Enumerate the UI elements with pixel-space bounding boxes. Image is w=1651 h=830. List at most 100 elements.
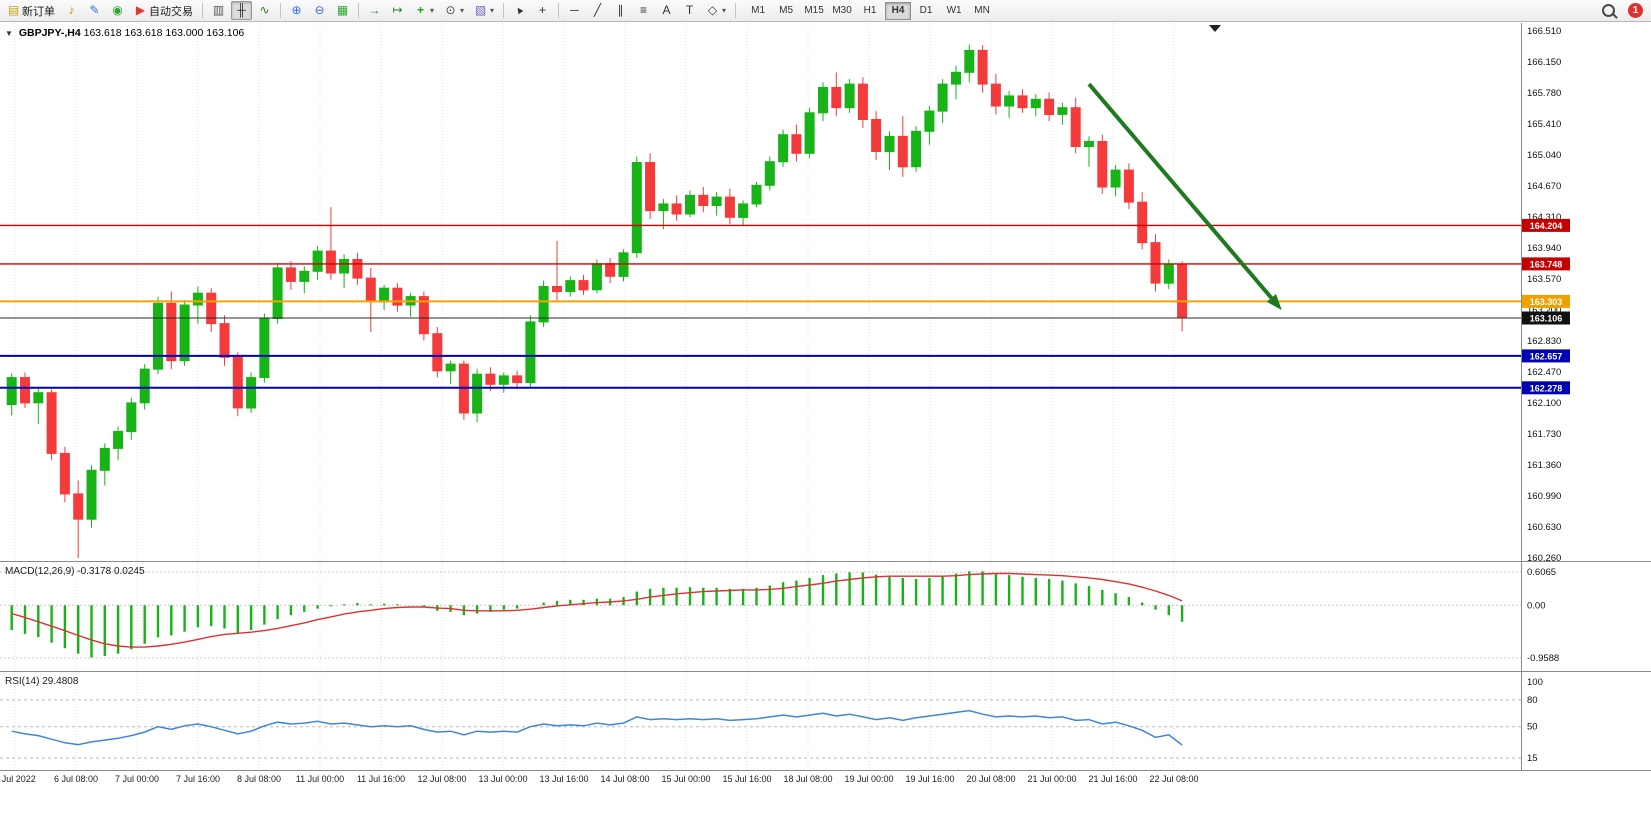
grid-button[interactable]: ▦	[332, 1, 353, 20]
zoom-in-button[interactable]: ⊕	[286, 1, 307, 20]
svg-text:-0.9588: -0.9588	[1527, 653, 1559, 664]
trend-arrow[interactable]	[1087, 82, 1282, 311]
text-label-button[interactable]: T	[679, 1, 700, 20]
svg-text:6 Jul 08:00: 6 Jul 08:00	[54, 774, 98, 784]
new-order-button[interactable]: ▤ 新订单	[3, 1, 59, 20]
timeframe-button-mn[interactable]: MN	[969, 2, 995, 20]
svg-text:165.410: 165.410	[1527, 119, 1561, 130]
svg-text:162.100: 162.100	[1527, 398, 1561, 409]
price-axis[interactable]: 166.510 166.150 165.780 165.410 165.040 164.6…	[1527, 26, 1561, 564]
svg-text:163.106: 163.106	[1530, 314, 1563, 324]
toolbar-separator	[280, 3, 281, 18]
candles	[6, 44, 1188, 558]
rsi-pane: 100 80 50 15	[0, 677, 1543, 764]
autotrading-label: 自动交易	[149, 5, 193, 18]
timeframe-button-m30[interactable]: M30	[829, 2, 855, 20]
svg-text:100: 100	[1527, 677, 1543, 688]
trendline-button[interactable]: ╱	[587, 1, 608, 20]
sound-icon: ♪	[68, 3, 75, 17]
line-chart-button[interactable]: ∿	[254, 1, 275, 20]
svg-text:164.310: 164.310	[1527, 212, 1561, 223]
templates-button[interactable]: ▧ ▾	[470, 1, 498, 20]
shapes-icon: ◇	[707, 3, 718, 17]
toolbar-separator	[202, 3, 203, 18]
svg-text:165.780: 165.780	[1527, 88, 1561, 99]
new-order-label: 新订单	[22, 5, 55, 18]
timeframe-button-h1[interactable]: H1	[857, 2, 883, 20]
chevron-down-icon: ▾	[722, 6, 727, 15]
timeframe-button-m15[interactable]: M15	[801, 2, 827, 20]
svg-text:18 Jul 08:00: 18 Jul 08:00	[783, 774, 832, 784]
chart-shift-icon: ↦	[392, 3, 403, 17]
trendline-icon: ╱	[593, 3, 602, 17]
svg-text:11 Jul 16:00: 11 Jul 16:00	[357, 774, 405, 784]
svg-text:160.990: 160.990	[1527, 491, 1561, 502]
text-icon: A	[662, 3, 671, 17]
timeframe-button-d1[interactable]: D1	[913, 2, 939, 20]
svg-text:161.730: 161.730	[1527, 429, 1561, 440]
svg-text:160.630: 160.630	[1527, 522, 1561, 533]
auto-scroll-icon: →	[368, 3, 381, 17]
chevron-down-icon: ▾	[460, 6, 465, 15]
crosshair-icon: +	[539, 3, 547, 17]
svg-text:166.150: 166.150	[1527, 57, 1561, 68]
sound-button[interactable]: ♪	[61, 1, 82, 20]
horizontal-line-button[interactable]: ─	[564, 1, 585, 20]
notification-badge[interactable]: 1	[1628, 3, 1643, 18]
zoom-out-icon: ⊖	[314, 3, 325, 17]
toolbar-right: 1	[1597, 1, 1649, 20]
fibonacci-icon: ≡	[640, 3, 648, 17]
clock-icon: ⊙	[445, 3, 456, 17]
pane-borders	[0, 23, 1651, 771]
autotrading-button[interactable]: ▶ 自动交易	[130, 1, 197, 20]
fibonacci-button[interactable]: ≡	[633, 1, 654, 20]
indicators-button[interactable]: + ▾	[410, 1, 438, 20]
cursor-icon: ▲	[512, 3, 527, 18]
svg-text:163.200: 163.200	[1527, 305, 1561, 316]
templates-icon: ▧	[474, 3, 487, 17]
svg-text:163.303: 163.303	[1530, 297, 1563, 307]
auto-scroll-button[interactable]: →	[364, 1, 385, 20]
crosshair-button[interactable]: +	[532, 1, 553, 20]
shapes-button[interactable]: ◇ ▾	[702, 1, 730, 20]
text-button[interactable]: A	[656, 1, 677, 20]
community-button[interactable]: ◉	[107, 1, 128, 20]
svg-text:7 Jul 16:00: 7 Jul 16:00	[176, 774, 220, 784]
bar-chart-button[interactable]: ▥	[208, 1, 229, 20]
channel-button[interactable]: ∥	[610, 1, 631, 20]
svg-text:161.360: 161.360	[1527, 460, 1561, 471]
svg-text:163.748: 163.748	[1530, 259, 1563, 269]
timeframe-button-h4[interactable]: H4	[885, 1, 912, 20]
chevron-down-icon: ▾	[430, 6, 435, 15]
zoom-out-button[interactable]: ⊖	[309, 1, 330, 20]
timeframe-button-m5[interactable]: M5	[773, 2, 799, 20]
svg-text:0.00: 0.00	[1527, 600, 1546, 611]
search-icon	[1602, 4, 1615, 17]
toolbar-separator	[558, 3, 560, 18]
svg-text:21 Jul 16:00: 21 Jul 16:00	[1088, 774, 1137, 784]
new-order-icon: ▤	[7, 3, 20, 17]
search-button[interactable]	[1598, 1, 1619, 20]
candlestick-chart-button[interactable]: ╫	[231, 1, 252, 20]
svg-text:163.570: 163.570	[1527, 274, 1561, 285]
cursor-button[interactable]: ▲	[509, 1, 530, 20]
grid-icon: ▦	[336, 3, 349, 17]
svg-text:163.940: 163.940	[1527, 243, 1561, 254]
svg-text:13 Jul 16:00: 13 Jul 16:00	[539, 774, 588, 784]
svg-text:22 Jul 08:00: 22 Jul 08:00	[1149, 774, 1198, 784]
metaeditor-button[interactable]: ✎	[84, 1, 105, 20]
timeframe-button-m1[interactable]: M1	[745, 2, 771, 20]
shift-marker-icon[interactable]	[1209, 25, 1221, 32]
channel-icon: ∥	[617, 3, 624, 17]
timeframe-button-w1[interactable]: W1	[941, 2, 967, 20]
chart-shift-button[interactable]: ↦	[387, 1, 408, 20]
toolbar: ▤ 新订单 ♪ ✎ ◉ ▶ 自动交易 ▥ ╫ ∿ ⊕ ⊖ ▦ → ↦ + ▾	[0, 0, 1651, 22]
svg-text:80: 80	[1527, 695, 1538, 706]
periods-button[interactable]: ⊙ ▾	[440, 1, 468, 20]
metaeditor-icon: ✎	[89, 3, 100, 17]
svg-text:11 Jul 00:00: 11 Jul 00:00	[296, 774, 344, 784]
svg-text:162.278: 162.278	[1530, 383, 1563, 393]
time-grid: 5 Jul 2022 6 Jul 08:00 7 Jul 00:00 7 Jul 16…	[0, 23, 1199, 784]
